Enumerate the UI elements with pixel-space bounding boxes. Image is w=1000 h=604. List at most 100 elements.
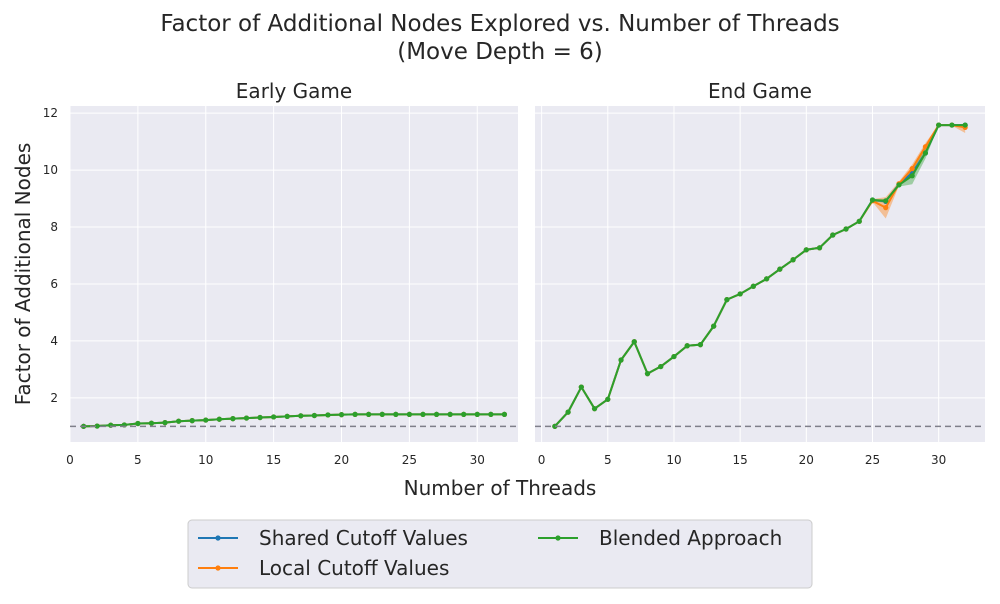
data-point xyxy=(474,411,480,417)
y-tick-label: 10 xyxy=(43,163,58,177)
data-point xyxy=(856,218,862,224)
data-point xyxy=(311,412,317,419)
legend-label-local: Local Cutoff Values xyxy=(259,556,449,580)
data-point xyxy=(135,420,141,427)
data-point xyxy=(284,413,290,419)
data-point xyxy=(922,150,929,156)
data-point xyxy=(366,411,372,417)
x-tick-label: 30 xyxy=(470,453,485,467)
data-point xyxy=(325,412,331,418)
data-point xyxy=(883,205,889,211)
plot-area xyxy=(535,106,985,442)
data-point xyxy=(162,420,168,426)
data-point xyxy=(393,411,399,417)
x-tick-label: 25 xyxy=(402,453,417,467)
legend-entry-local: Local Cutoff Values xyxy=(198,556,449,580)
data-point xyxy=(501,411,508,417)
data-point xyxy=(447,411,453,417)
data-point xyxy=(148,420,155,426)
y-tick-label: 2 xyxy=(50,391,58,405)
data-point xyxy=(777,266,783,272)
data-point xyxy=(869,197,876,203)
data-point xyxy=(644,371,651,377)
x-tick-label: 5 xyxy=(604,453,612,467)
x-tick-label: 15 xyxy=(733,453,748,467)
data-point xyxy=(697,342,704,348)
legend: Shared Cutoff Values Local Cutoff Values… xyxy=(187,519,813,589)
figure-title-line2: (Move Depth = 6) xyxy=(397,39,603,65)
data-point xyxy=(189,418,195,424)
data-point xyxy=(883,198,889,204)
panel-title: Early Game xyxy=(236,79,352,103)
data-point xyxy=(737,291,743,297)
data-point xyxy=(936,122,942,128)
data-point xyxy=(618,357,624,363)
x-axis-label: Number of Threads xyxy=(404,476,597,500)
data-point xyxy=(830,232,836,238)
data-point xyxy=(243,415,250,421)
x-tick-label: 10 xyxy=(666,453,681,467)
plot-area xyxy=(70,106,518,442)
legend-marker-blended xyxy=(555,535,561,541)
y-axis-label: Factor of Additional Nodes xyxy=(11,143,35,406)
legend-label-shared: Shared Cutoff Values xyxy=(259,526,468,550)
data-point xyxy=(671,353,677,360)
legend-entry-blended: Blended Approach xyxy=(538,526,782,550)
y-tick-label: 12 xyxy=(43,106,58,120)
x-tick-label: 10 xyxy=(198,453,213,467)
data-point xyxy=(461,411,467,417)
x-tick-label: 30 xyxy=(931,453,946,467)
data-point xyxy=(684,343,690,349)
data-point xyxy=(803,247,809,253)
data-point xyxy=(658,363,664,370)
data-point xyxy=(909,173,915,179)
data-point xyxy=(433,411,440,417)
data-point xyxy=(488,411,494,417)
x-tick-label: 20 xyxy=(799,453,814,467)
data-point xyxy=(176,418,182,424)
x-tick-label: 15 xyxy=(266,453,281,467)
data-point xyxy=(909,166,915,172)
data-point xyxy=(896,182,902,188)
data-point xyxy=(816,245,823,251)
data-point xyxy=(352,411,358,417)
data-point xyxy=(949,122,955,128)
data-point xyxy=(790,257,796,263)
data-point xyxy=(962,122,968,128)
y-tick-label: 4 xyxy=(50,334,58,348)
data-point xyxy=(271,414,277,420)
data-point xyxy=(379,411,385,417)
x-tick-label: 25 xyxy=(865,453,880,467)
data-point xyxy=(338,412,345,418)
legend-entry-shared: Shared Cutoff Values xyxy=(198,526,468,550)
data-point xyxy=(565,409,571,415)
y-tick-label: 8 xyxy=(50,220,58,234)
x-tick-label: 20 xyxy=(334,453,349,467)
data-point xyxy=(406,411,412,417)
legend-marker-shared xyxy=(215,535,221,541)
data-point xyxy=(420,411,426,417)
data-point xyxy=(578,384,584,390)
data-point xyxy=(298,413,304,419)
data-point xyxy=(552,423,558,429)
y-tick-label: 6 xyxy=(50,277,58,291)
x-tick-label: 5 xyxy=(134,453,142,467)
data-point xyxy=(203,417,209,423)
data-point xyxy=(591,406,598,412)
data-point xyxy=(94,423,100,429)
confidence-band xyxy=(872,123,966,219)
figure-title-line1: Factor of Additional Nodes Explored vs. … xyxy=(160,11,839,37)
data-point xyxy=(605,396,611,402)
panel-title: End Game xyxy=(708,79,812,103)
series-line xyxy=(554,124,966,428)
x-tick-label: 0 xyxy=(538,453,546,467)
data-point xyxy=(843,226,849,232)
data-point xyxy=(230,416,236,422)
data-point xyxy=(764,276,770,282)
panel-early-game: Early Game 0 5 10 15 20 25 30 2 4 6 8 10 12 xyxy=(43,79,518,467)
x-tick-label: 0 xyxy=(66,453,74,467)
data-point xyxy=(724,297,730,303)
data-point xyxy=(216,416,222,422)
